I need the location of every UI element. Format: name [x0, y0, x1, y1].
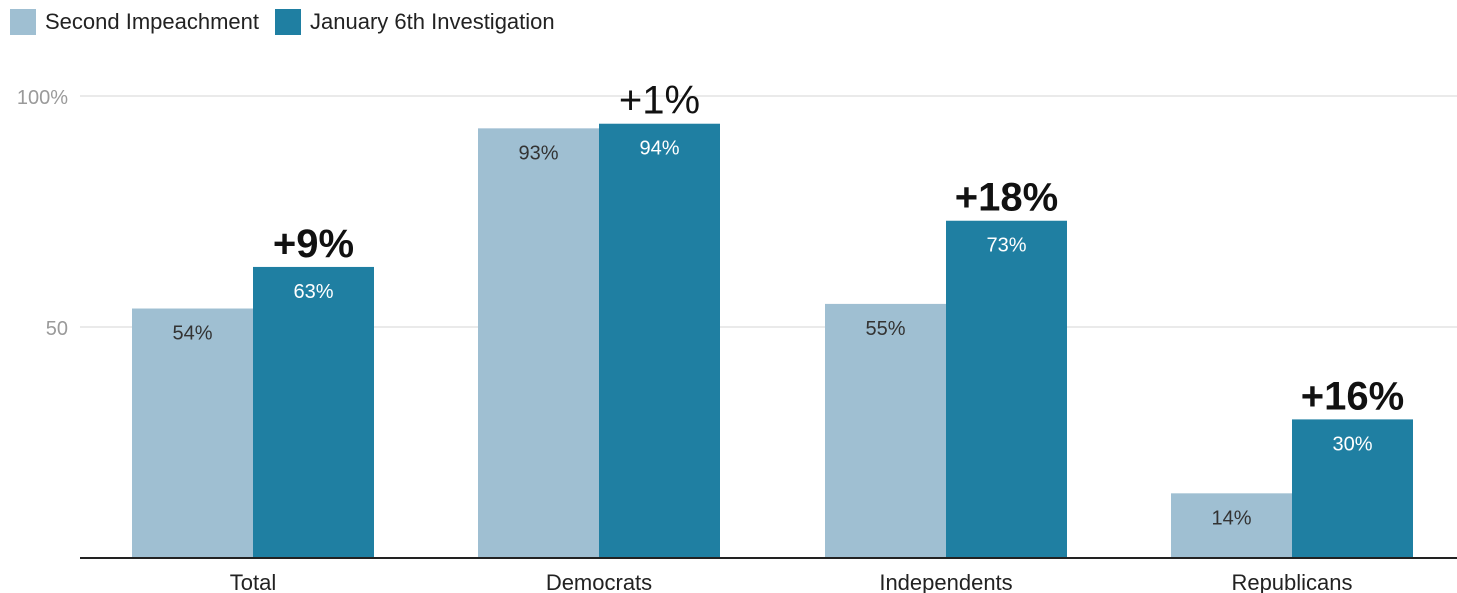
data-label: 55% — [865, 318, 905, 340]
x-tick-label: Independents — [879, 570, 1012, 593]
change-annotation: +18% — [955, 176, 1058, 220]
change-annotation: +16% — [1301, 374, 1404, 418]
bar — [599, 123, 720, 558]
y-tick-label: 100% — [17, 87, 68, 109]
bar — [478, 128, 599, 558]
data-label: 54% — [172, 323, 212, 345]
bar — [132, 308, 253, 558]
x-tick-label: Total — [230, 570, 276, 593]
change-annotation: +9% — [273, 222, 354, 266]
data-label: 93% — [518, 142, 558, 164]
change-annotation: +1% — [619, 79, 700, 123]
bar — [825, 303, 946, 558]
chart-legend: Second Impeachment January 6th Investiga… — [10, 9, 571, 35]
legend-item-series-1: Second Impeachment — [10, 9, 259, 35]
bar — [1171, 493, 1292, 558]
legend-label-series-1: Second Impeachment — [45, 9, 260, 34]
x-tick-label: Republicans — [1231, 570, 1352, 593]
legend-swatch-series-2 — [275, 9, 302, 35]
x-tick-label: Democrats — [546, 570, 652, 593]
data-label: 30% — [1332, 433, 1372, 455]
data-label: 63% — [293, 281, 333, 303]
bar — [946, 220, 1067, 559]
legend-label-series-2: January 6th Investigation — [310, 9, 555, 34]
legend-item-series-2: January 6th Investigation — [275, 9, 555, 35]
legend-swatch-series-1 — [10, 9, 36, 35]
data-label: 94% — [639, 138, 679, 160]
data-label: 73% — [986, 235, 1026, 257]
y-tick-label: 50 — [46, 318, 68, 340]
bar — [253, 266, 374, 558]
data-label: 14% — [1211, 507, 1251, 529]
bar — [1292, 419, 1413, 558]
